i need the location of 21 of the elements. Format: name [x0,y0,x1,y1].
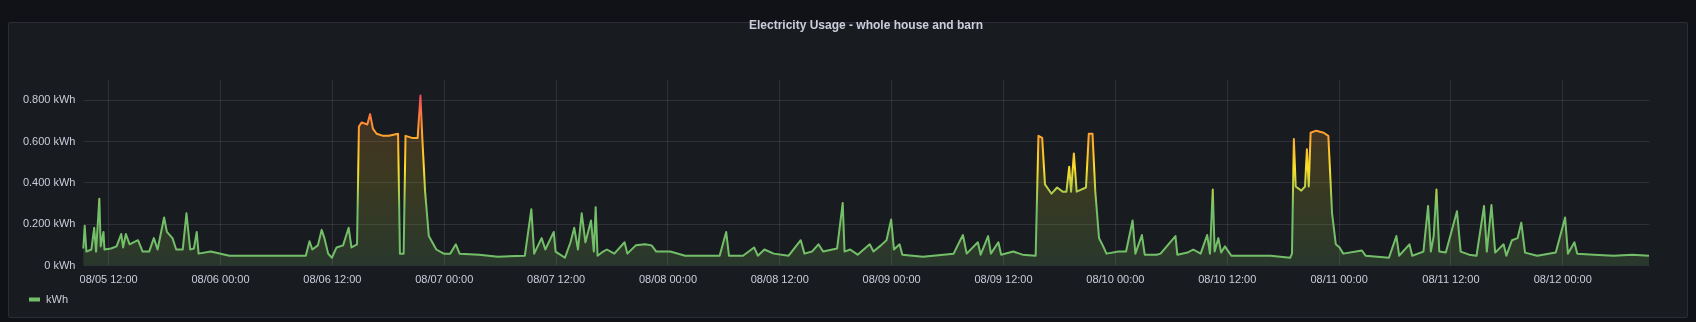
y-tick-label: 0.800 kWh [22,93,76,106]
x-tick-label: 08/08 00:00 [638,272,698,285]
chart-title: Electricity Usage - whole house and barn [748,18,984,32]
x-tick-label: 08/11 00:00 [1310,272,1368,285]
x-tick-label: 08/05 12:00 [79,272,138,285]
y-tick-label: 0.600 kWh [22,134,76,147]
x-tick-label: 08/06 00:00 [191,272,250,285]
x-tick-label: 08/10 12:00 [1198,272,1257,285]
y-tick-label: 0.400 kWh [22,175,76,188]
y-tick-label: 0 kWh [44,258,76,271]
x-tick-label: 08/10 00:00 [1086,272,1145,285]
x-tick-label: 08/08 12:00 [750,272,809,285]
x-tick-label: 08/06 12:00 [303,272,362,285]
legend-label: kWh [46,292,68,305]
x-tick-label: 08/09 00:00 [862,272,921,285]
y-tick-label: 0.200 kWh [22,217,76,230]
x-tick-label: 08/12 00:00 [1533,272,1592,285]
x-tick-label: 08/09 12:00 [974,272,1033,285]
x-tick-label: 08/07 12:00 [527,272,586,285]
x-tick-label: 08/07 00:00 [415,272,474,285]
x-tick-label: 08/11 12:00 [1422,272,1480,285]
